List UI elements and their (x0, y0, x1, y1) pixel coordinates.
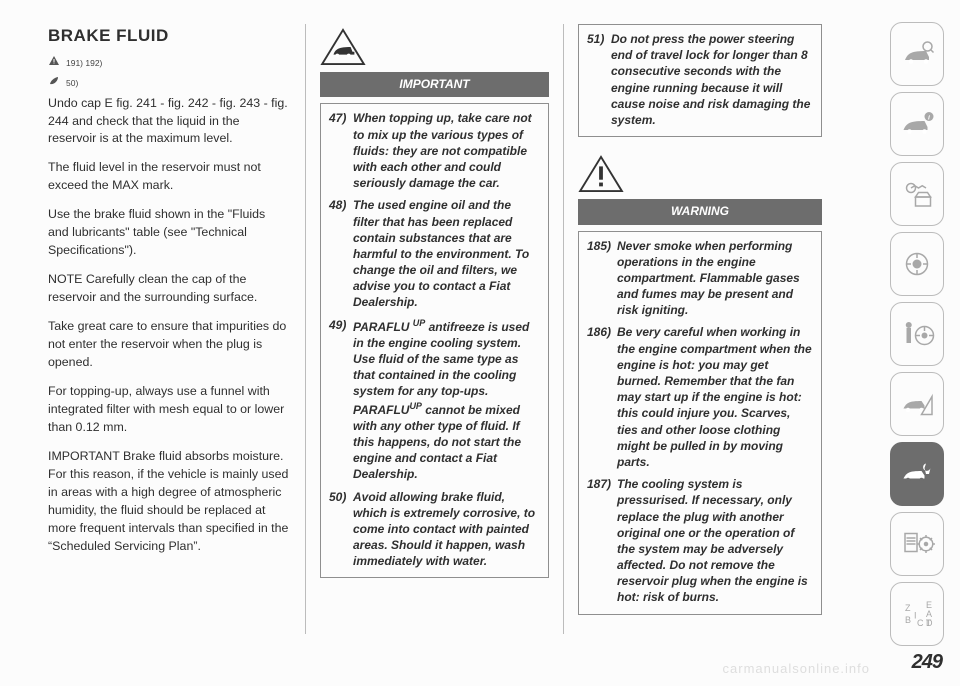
note-num: 187) (587, 476, 617, 606)
exclaim-icon (48, 55, 62, 73)
important-box: IMPORTANT 47) When topping up, take care… (320, 28, 549, 578)
note-text: The cooling system is pressurised. If ne… (617, 476, 813, 606)
note-item: 185) Never smoke when performing operati… (587, 238, 813, 319)
para: For topping-up, always use a funnel with… (48, 383, 289, 437)
sidebar-tile-starting[interactable] (890, 302, 944, 366)
para: NOTE Carefully clean the cap of the rese… (48, 271, 289, 307)
watermark: carmanualsonline.info (723, 661, 870, 676)
note-num: 50) (329, 489, 353, 570)
note-item: 186) Be very careful when working in the… (587, 324, 813, 470)
sidebar-tile-safety[interactable] (890, 232, 944, 296)
column-3: 51) Do not press the power steering end … (564, 24, 822, 634)
note-text: The used engine oil and the filter that … (353, 197, 540, 310)
note-text: Avoid allowing brake fluid, which is ext… (353, 489, 540, 570)
chapter-sidebar: i ZBEADIC T (890, 22, 944, 646)
note-text: When topping up, take care not to mix up… (353, 110, 540, 191)
note-item: 187) The cooling system is pressurised. … (587, 476, 813, 606)
note-num: 186) (587, 324, 617, 470)
page-number: 249 (912, 651, 942, 674)
svg-text:i: i (928, 115, 930, 122)
note-item: 48) The used engine oil and the filter t… (329, 197, 540, 310)
para: IMPORTANT Brake fluid absorbs moisture. … (48, 448, 289, 556)
sidebar-tile-emergency[interactable] (890, 372, 944, 436)
note-item: 50) Avoid allowing brake fluid, which is… (329, 489, 540, 570)
sidebar-tile-info[interactable]: i (890, 92, 944, 156)
ref-text: 50) (66, 77, 78, 89)
continuation-box: 51) Do not press the power steering end … (578, 24, 822, 137)
svg-text:I: I (914, 611, 917, 621)
ref-text: 191) 192) (66, 57, 102, 69)
warning-icon (578, 155, 624, 193)
para: The fluid level in the reservoir must no… (48, 159, 289, 195)
leaf-icon (48, 75, 62, 93)
ref-line-1: 191) 192) (48, 55, 289, 73)
column-1: BRAKE FLUID 191) 192) 50) Undo cap E fig… (48, 24, 306, 634)
sidebar-tile-know[interactable] (890, 22, 944, 86)
note-item: 47) When topping up, take care not to mi… (329, 110, 540, 191)
section-title: BRAKE FLUID (48, 24, 289, 49)
important-header: IMPORTANT (320, 72, 549, 97)
sidebar-tile-technical[interactable] (890, 512, 944, 576)
para: Take great care to ensure that impuritie… (48, 318, 289, 372)
para: Use the brake fluid shown in the "Fluids… (48, 206, 289, 260)
note-text: Do not press the power steering end of t… (611, 31, 813, 128)
note-item: 51) Do not press the power steering end … (587, 31, 813, 128)
sidebar-tile-dashboard[interactable] (890, 162, 944, 226)
sidebar-tile-index[interactable]: ZBEADIC T (890, 582, 944, 646)
column-2: IMPORTANT 47) When topping up, take care… (306, 24, 564, 634)
note-num: 47) (329, 110, 353, 191)
car-eco-icon (320, 28, 366, 66)
important-body: 47) When topping up, take care not to mi… (320, 103, 549, 578)
warning-box: WARNING 185) Never smoke when performing… (578, 155, 822, 615)
svg-text:C T: C T (917, 618, 932, 628)
warning-header: WARNING (578, 199, 822, 224)
para: Undo cap E fig. 241 - fig. 242 - fig. 24… (48, 95, 289, 149)
page: BRAKE FLUID 191) 192) 50) Undo cap E fig… (0, 0, 960, 686)
content-columns: BRAKE FLUID 191) 192) 50) Undo cap E fig… (48, 24, 960, 634)
note-num: 49) (329, 317, 353, 483)
note-num: 51) (587, 31, 611, 128)
note-num: 48) (329, 197, 353, 310)
sidebar-tile-servicing[interactable] (890, 442, 944, 506)
note-text: PARAFLU UP antifreeze is used in the eng… (353, 317, 540, 483)
ref-line-2: 50) (48, 75, 289, 93)
svg-text:B: B (905, 615, 911, 625)
note-text: Never smoke when performing operations i… (617, 238, 813, 319)
svg-text:Z: Z (905, 603, 911, 613)
note-item: 49) PARAFLU UP antifreeze is used in the… (329, 317, 540, 483)
note-num: 185) (587, 238, 617, 319)
warning-body: 185) Never smoke when performing operati… (578, 231, 822, 615)
note-text: Be very careful when working in the engi… (617, 324, 813, 470)
